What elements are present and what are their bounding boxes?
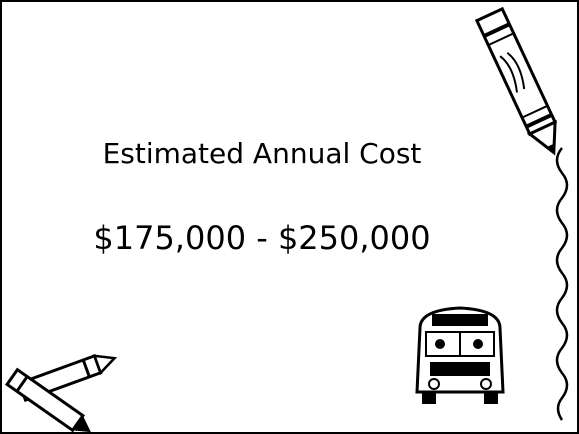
slide: Estimated Annual Cost $175,000 - $250,00… xyxy=(0,0,579,434)
slide-title: Estimated Annual Cost xyxy=(103,137,422,170)
school-bus xyxy=(417,308,503,404)
slide-body: $175,000 - $250,000 xyxy=(93,219,430,257)
page: Estimated Annual Cost $175,000 - $250,00… xyxy=(0,0,579,434)
